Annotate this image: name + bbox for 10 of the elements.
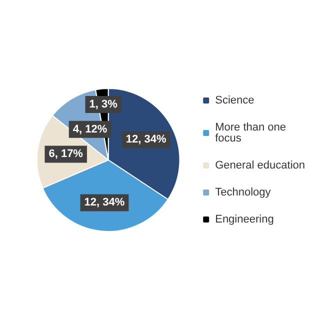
data-label: 12, 34% [126,134,166,146]
legend-label: Science [215,94,254,106]
legend-label: General education [215,160,306,172]
legend-label: Technology [215,186,272,198]
legend-label: Engineering [215,214,274,226]
data-label: 12, 34% [84,196,125,209]
data-label: 4, 12% [72,123,108,136]
data-label: 6, 17% [48,148,84,160]
legend-label: More than one focus [215,122,290,144]
data-label: 1, 3% [89,98,118,110]
